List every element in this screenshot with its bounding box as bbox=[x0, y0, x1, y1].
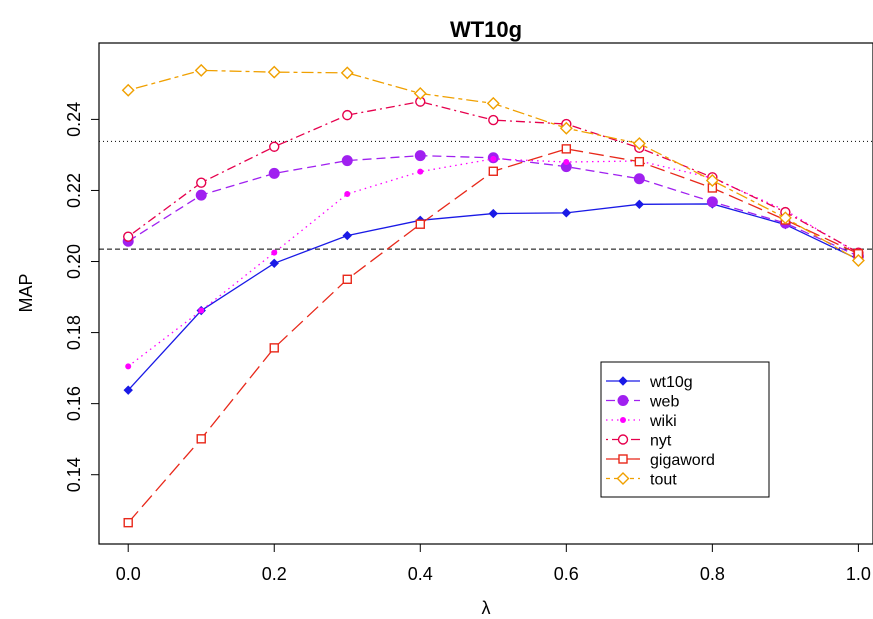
data-point-tout bbox=[778, 211, 792, 225]
data-point-gigaword bbox=[488, 166, 499, 176]
data-point-tout bbox=[267, 65, 281, 79]
data-point-gigaword bbox=[561, 144, 572, 154]
data-point-wiki bbox=[490, 155, 497, 162]
data-point-wt10g bbox=[561, 208, 572, 218]
y-tick-label: 0.24 bbox=[64, 102, 84, 137]
legend-label: wiki bbox=[649, 413, 677, 430]
data-point-tout bbox=[559, 121, 573, 135]
x-tick-label: 0.0 bbox=[116, 564, 141, 584]
data-point-wiki bbox=[563, 159, 570, 166]
legend-label: wt10g bbox=[649, 374, 693, 391]
data-point-tout bbox=[632, 137, 646, 151]
series-line-wiki bbox=[127, 158, 859, 367]
data-point-wiki bbox=[198, 307, 205, 314]
x-tick-label: 0.2 bbox=[262, 564, 287, 584]
x-tick-label: 0.8 bbox=[700, 564, 725, 584]
legend-label: web bbox=[649, 394, 679, 411]
legend-box bbox=[600, 361, 770, 498]
legend-item-wiki: wiki bbox=[606, 413, 677, 430]
x-axis-label: λ bbox=[482, 598, 491, 618]
y-axis-label: MAP bbox=[16, 273, 36, 312]
data-point-web bbox=[341, 155, 353, 167]
legend-item-wt10g: wt10g bbox=[606, 374, 693, 391]
legend-item-gigaword: gigaword bbox=[606, 452, 715, 469]
y-tick-label: 0.14 bbox=[64, 457, 84, 492]
data-point-wiki bbox=[125, 363, 132, 370]
legend-marker bbox=[617, 395, 629, 406]
data-point-wt10g bbox=[123, 385, 133, 395]
data-point-gigaword bbox=[342, 274, 352, 284]
series-nyt bbox=[123, 96, 864, 258]
y-tick-label: 0.16 bbox=[64, 386, 84, 421]
y-tick-label: 0.22 bbox=[64, 173, 84, 208]
data-point-wiki bbox=[271, 249, 278, 256]
data-point-web bbox=[706, 196, 718, 208]
data-point-nyt bbox=[123, 231, 134, 242]
x-axis: 0.0 0.2 0.4 0.6 0.8 1.0 bbox=[116, 543, 871, 584]
data-point-web bbox=[633, 173, 645, 185]
chart-title: WT10g bbox=[450, 17, 522, 42]
series-line-nyt bbox=[127, 100, 859, 254]
legend-item-nyt: nyt bbox=[606, 433, 672, 450]
data-point-wiki bbox=[417, 168, 424, 175]
y-axis: 0.14 0.16 0.18 0.20 0.22 0.24 bbox=[64, 102, 100, 492]
data-point-tout bbox=[340, 66, 354, 80]
data-point-web bbox=[195, 189, 207, 201]
legend-marker bbox=[617, 434, 629, 445]
data-point-wt10g bbox=[634, 199, 645, 210]
data-point-tout bbox=[486, 96, 500, 110]
data-point-wiki bbox=[344, 191, 351, 198]
data-point-gigaword bbox=[196, 434, 206, 444]
data-point-tout bbox=[413, 86, 427, 100]
data-point-tout bbox=[194, 63, 208, 77]
data-point-web bbox=[268, 167, 280, 179]
series-wiki bbox=[125, 155, 862, 370]
data-point-wt10g bbox=[269, 258, 279, 269]
data-point-gigaword bbox=[269, 343, 279, 353]
legend-marker bbox=[620, 417, 626, 423]
y-tick-label: 0.18 bbox=[64, 315, 84, 350]
legend-label: nyt bbox=[650, 433, 672, 450]
data-point-wt10g bbox=[342, 230, 352, 241]
data-point-nyt bbox=[196, 177, 207, 188]
data-point-nyt bbox=[488, 114, 499, 126]
reference-lines bbox=[99, 140, 873, 250]
data-point-wt10g bbox=[488, 208, 499, 219]
data-point-tout bbox=[121, 83, 135, 97]
legend-label: tout bbox=[650, 472, 677, 489]
data-point-gigaword bbox=[415, 219, 425, 229]
data-point-gigaword bbox=[123, 517, 133, 528]
legend-label: gigaword bbox=[650, 452, 715, 469]
legend-item-tout: tout bbox=[606, 472, 677, 489]
legend: wt10g web wiki nyt gigaword tout bbox=[600, 361, 770, 498]
data-point-web bbox=[414, 150, 426, 162]
data-point-nyt bbox=[269, 141, 280, 152]
x-tick-label: 0.6 bbox=[554, 564, 579, 584]
data-point-nyt bbox=[342, 109, 353, 121]
y-tick-label: 0.20 bbox=[64, 244, 84, 279]
legend-item-web: web bbox=[606, 394, 679, 411]
series-tout bbox=[121, 63, 865, 267]
legend-marker bbox=[618, 454, 628, 464]
data-point-tout bbox=[851, 253, 865, 267]
x-tick-label: 0.4 bbox=[408, 564, 433, 584]
data-point-tout bbox=[705, 174, 719, 187]
legend-marker bbox=[616, 472, 630, 485]
data-point-gigaword bbox=[634, 156, 645, 167]
legend-marker bbox=[618, 376, 628, 386]
series-layer bbox=[121, 63, 865, 528]
x-tick-label: 1.0 bbox=[846, 564, 871, 584]
